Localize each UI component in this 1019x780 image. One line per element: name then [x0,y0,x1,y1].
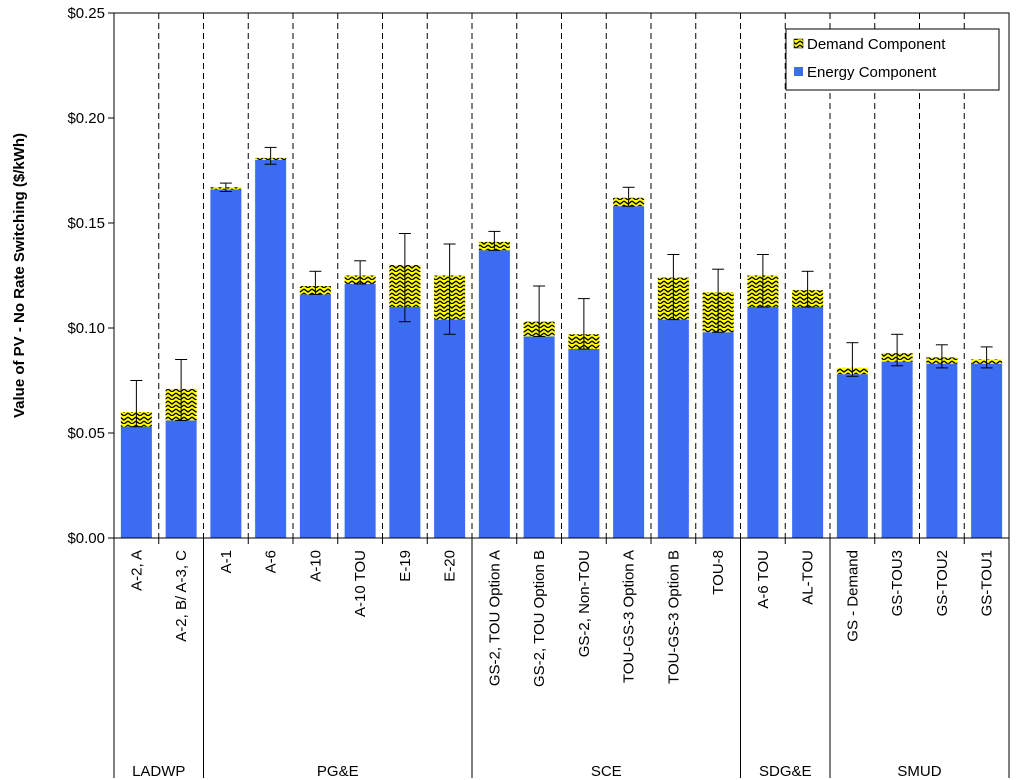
energy-bar [210,189,242,538]
utility-label: LADWP [132,763,185,780]
bars [120,157,1003,539]
category-labels: A-2, A A-2, B/ A-3, C A-1 A-6 A-10 A-10 TOU E-… [128,550,995,687]
energy-bar [747,307,779,538]
energy-bar [702,332,734,538]
legend-swatch-demand [793,38,804,49]
legend-label-demand: Demand Component [807,36,946,53]
utility-label: SDG&E [759,763,812,780]
category-separators [158,13,965,538]
y-axis: $0.00 $0.05 $0.10 $0.15 $0.20 $0.25 [67,5,114,547]
utility-group-labels: LADWP PG&E SCE SDG&E SMUD [132,763,942,780]
category-label: GS-2, TOU Option B [531,550,548,687]
legend-box [785,28,1000,91]
energy-bar [792,307,824,538]
y-tick-label: $0.10 [67,320,105,337]
legend: Demand Component Energy Component [785,28,1000,91]
category-label: GS-TOU1 [979,550,996,616]
energy-bar [613,206,645,538]
y-tick-label: $0.15 [67,215,105,232]
category-label: GS-2, Non-TOU [576,550,593,657]
category-label: AL-TOU [800,550,817,605]
energy-bar [926,363,958,538]
category-label: A-2, A [128,550,145,591]
utility-label: SCE [591,763,622,780]
utility-label: PG&E [317,763,359,780]
category-label: GS-TOU3 [889,550,906,616]
energy-bar [120,426,152,538]
category-label: TOU-GS-3 Option A [621,550,638,683]
category-label: GS - Demand [844,550,861,642]
energy-bar [836,374,868,538]
energy-bar [255,160,287,538]
energy-bar [881,361,913,538]
energy-bar [523,336,555,538]
category-label: A-10 TOU [352,550,369,617]
category-label: A-1 [218,550,235,573]
energy-bar [299,294,331,538]
y-tick-label: $0.20 [67,110,105,127]
y-tick-label: $0.00 [67,530,105,547]
category-label: A-10 [307,550,324,582]
energy-bar [165,420,197,538]
category-label: GS-TOU2 [934,550,951,616]
category-label: TOU-8 [710,550,727,595]
utility-label: SMUD [897,763,941,780]
category-label: E-19 [397,550,414,582]
energy-bar [434,319,466,538]
energy-bar [971,363,1003,538]
y-tick-label: $0.25 [67,5,105,22]
category-label: TOU-GS-3 Option B [665,550,682,684]
category-label: GS-2, TOU Option A [486,550,503,686]
category-label: A-6 TOU [755,550,772,609]
x-axis [113,538,1010,778]
legend-label-energy: Energy Component [807,64,937,81]
error-bars [130,146,993,428]
energy-bar [657,319,689,538]
legend-swatch-energy [794,67,803,76]
energy-bar [389,307,421,538]
category-label: A-6 [263,550,280,573]
energy-bar [568,349,600,538]
category-label: A-2, B/ A-3, C [173,550,190,642]
y-tick-label: $0.05 [67,425,105,442]
energy-bar [478,250,510,539]
energy-bar [344,283,376,538]
y-axis-title: Value of PV - No Rate Switching ($/kWh) [11,133,28,418]
category-label: E-20 [442,550,459,582]
